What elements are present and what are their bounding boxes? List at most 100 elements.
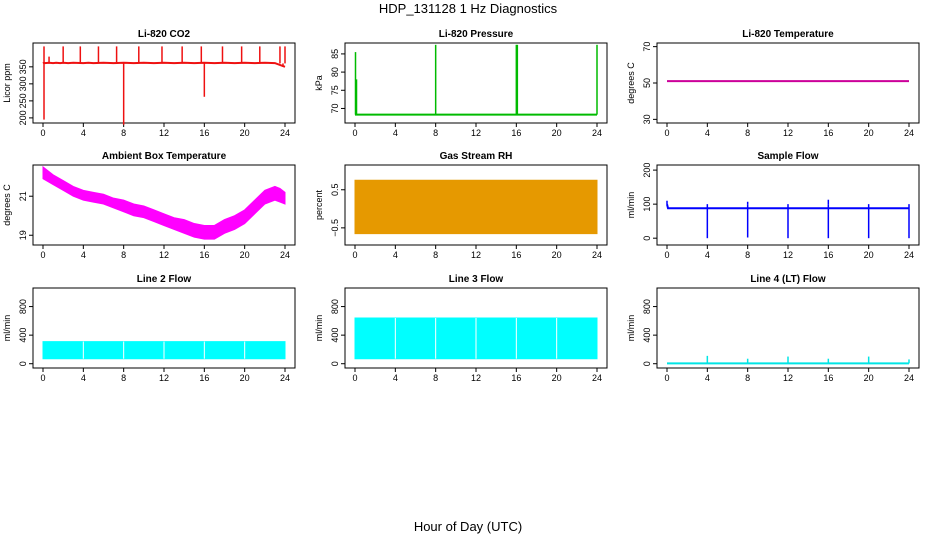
x-tick-label: 4 [81,373,86,383]
x-tick-label: 24 [904,373,914,383]
x-tick-label: 20 [240,250,250,260]
x-tick-label: 0 [352,250,357,260]
plot-frame [344,42,608,124]
y-tick-label: 85 [330,49,340,59]
x-tick-label: 8 [121,373,126,383]
y-axis-label: kPa [314,75,324,91]
x-tick-label: 20 [864,250,874,260]
x-tick-label: 0 [664,250,669,260]
panel-title: Li-820 Temperature [742,29,834,40]
x-tick-label: 4 [705,373,710,383]
y-tick-label: 400 [18,328,28,343]
figure-title: HDP_131128 1 Hz Diagnostics [378,1,558,16]
y-axis-label: ml/min [626,315,636,342]
x-tick-label: 0 [40,128,45,138]
y-axis-label: ml/min [314,315,324,342]
y-tick-label: 250 [18,93,28,108]
x-tick-label: 12 [783,128,793,138]
y-tick-label: 0.5 [330,184,340,197]
y-tick-label: 400 [642,328,652,343]
x-tick-label: 24 [592,128,602,138]
panel-title: Line 2 Flow [137,274,192,285]
panel-title: Li-820 CO2 [138,29,191,40]
y-tick-label: 400 [330,328,340,343]
plot-frame [32,42,296,124]
x-axis-title: Hour of Day (UTC) [413,519,523,534]
y-axis-label: Licor ppm [2,63,12,103]
x-tick-label: 0 [664,373,669,383]
x-tick-label: 0 [352,128,357,138]
x-tick-label: 0 [40,373,45,383]
x-tick-label: 8 [121,128,126,138]
x-tick-label: 16 [823,128,833,138]
y-axis-label: degrees C [626,62,636,104]
panel-licor-temp: Li-820 Temperature degrees C 0 4 8 12 16 20 24 30… [626,29,920,138]
x-tick-label: 24 [592,373,602,383]
x-tick-label: 4 [81,128,86,138]
y-tick-label: 0 [642,361,652,366]
plot-frame [656,287,920,369]
y-tick-label: 800 [642,299,652,314]
x-tick-label: 8 [745,373,750,383]
y-axis-label: ml/min [626,192,636,219]
x-tick-label: 16 [511,250,521,260]
x-tick-label: 4 [705,128,710,138]
x-tick-label: 12 [471,128,481,138]
x-tick-label: 20 [552,373,562,383]
y-tick-label: 0 [642,236,652,241]
x-tick-label: 4 [393,373,398,383]
panel-title: Line 3 Flow [449,274,504,285]
x-tick-label: 20 [864,128,874,138]
y-tick-label: 800 [18,299,28,314]
x-tick-label: 16 [823,373,833,383]
panel-title: Ambient Box Temperature [102,151,227,162]
y-tick-label: 350 [18,59,28,74]
x-tick-label: 4 [81,250,86,260]
y-axis-label: percent [314,189,324,220]
panel-line2-flow: Line 2 Flow ml/min 0 4 8 12 16 20 24 0 400 800 [2,274,296,383]
x-tick-label: 0 [664,128,669,138]
x-tick-label: 12 [159,373,169,383]
x-tick-label: 12 [159,250,169,260]
y-tick-label: 800 [330,299,340,314]
y-tick-label: 100 [642,197,652,212]
x-tick-label: 4 [393,250,398,260]
x-tick-label: 24 [592,250,602,260]
x-tick-label: 20 [240,128,250,138]
panel-line3-flow: Line 3 Flow ml/min 0 4 8 12 16 20 24 0 400 800 [314,274,608,383]
x-tick-label: 4 [393,128,398,138]
x-tick-label: 16 [511,128,521,138]
x-tick-label: 8 [433,373,438,383]
panel-title: Gas Stream RH [440,151,513,162]
series-band [354,179,598,235]
x-tick-label: 20 [552,250,562,260]
x-tick-label: 24 [280,250,290,260]
x-tick-label: 8 [433,128,438,138]
y-axis-label: ml/min [2,315,12,342]
x-tick-label: 24 [280,373,290,383]
x-tick-label: 16 [511,373,521,383]
panel-pressure: Li-820 Pressure kPa 0 4 8 12 16 20 24 70 75 80 85 [314,29,608,138]
x-tick-label: 12 [471,250,481,260]
x-tick-label: 24 [904,250,914,260]
x-tick-label: 12 [783,250,793,260]
y-tick-label: 50 [642,78,652,88]
y-axis-label: degrees C [2,184,12,226]
x-tick-label: 16 [199,373,209,383]
panel-co2: Li-820 CO2 Licor ppm 0 4 8 12 16 20 24 200 250 300 3… [2,29,296,138]
x-tick-label: 8 [121,250,126,260]
y-tick-label: 19 [18,230,28,240]
panel-title: Li-820 Pressure [439,29,514,40]
y-tick-label: 70 [642,42,652,52]
y-tick-label: 0 [330,361,340,366]
y-tick-label: 75 [330,85,340,95]
x-tick-label: 16 [199,128,209,138]
panel-title: Sample Flow [757,151,818,162]
x-tick-label: 8 [745,128,750,138]
x-tick-label: 8 [745,250,750,260]
plot-frame [656,42,920,124]
y-tick-label: 300 [18,76,28,91]
x-tick-label: 24 [280,128,290,138]
panel-rh: Gas Stream RH percent 0 4 8 12 16 20 24 −0.5 0.5 [314,151,608,260]
